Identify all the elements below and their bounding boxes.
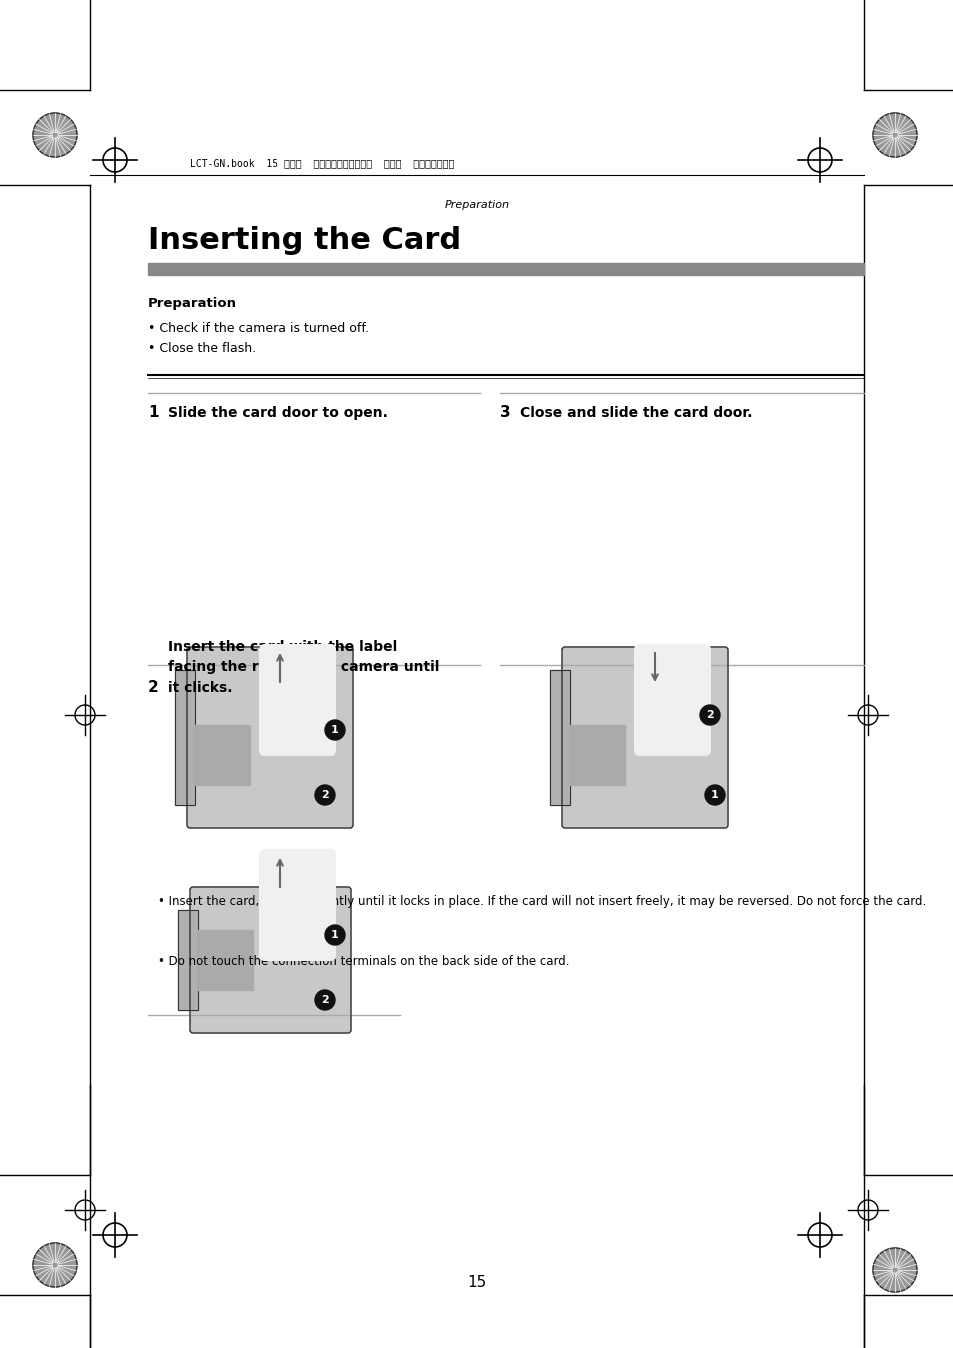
Text: Preparation: Preparation bbox=[148, 297, 236, 310]
Text: • Do not touch the connection terminals on the back side of the card.: • Do not touch the connection terminals … bbox=[158, 954, 569, 968]
Bar bbox=[550, 670, 569, 805]
Text: 1: 1 bbox=[331, 930, 338, 940]
Circle shape bbox=[33, 1243, 77, 1287]
Bar bbox=[194, 725, 250, 785]
Text: 3: 3 bbox=[499, 404, 510, 421]
FancyBboxPatch shape bbox=[561, 647, 727, 828]
Text: Slide the card door to open.: Slide the card door to open. bbox=[168, 406, 388, 421]
FancyBboxPatch shape bbox=[190, 887, 351, 1033]
Text: • Close the flash.: • Close the flash. bbox=[148, 342, 255, 355]
FancyBboxPatch shape bbox=[260, 644, 335, 755]
Text: 15: 15 bbox=[467, 1275, 486, 1290]
Bar bbox=[174, 670, 194, 805]
Text: 2: 2 bbox=[321, 790, 329, 799]
Circle shape bbox=[704, 785, 724, 805]
Text: Preparation: Preparation bbox=[444, 200, 509, 210]
Text: 1: 1 bbox=[331, 725, 338, 735]
Circle shape bbox=[872, 113, 916, 156]
FancyBboxPatch shape bbox=[187, 647, 353, 828]
Circle shape bbox=[314, 785, 335, 805]
Circle shape bbox=[314, 989, 335, 1010]
Text: 2: 2 bbox=[705, 710, 713, 720]
Bar bbox=[198, 930, 253, 989]
Text: LCT-GN.book  15 ページ  ２００４年１月２９日  木曜日  午前９時１５分: LCT-GN.book 15 ページ ２００４年１月２９日 木曜日 午前９時１５… bbox=[190, 158, 454, 168]
Text: • Insert the card, pressing gently until it locks in place. If the card will not: • Insert the card, pressing gently until… bbox=[158, 895, 925, 909]
Text: • Check if the camera is turned off.: • Check if the camera is turned off. bbox=[148, 322, 369, 336]
Bar bbox=[178, 910, 198, 1010]
Circle shape bbox=[872, 1248, 916, 1291]
Bar bbox=[569, 725, 624, 785]
Bar bbox=[148, 263, 863, 275]
Bar bbox=[178, 910, 198, 1010]
Text: Insert the card with the label
facing the rear of the camera until
it clicks.: Insert the card with the label facing th… bbox=[168, 640, 439, 696]
Circle shape bbox=[700, 705, 720, 725]
Text: Inserting the Card: Inserting the Card bbox=[148, 226, 460, 255]
Bar bbox=[550, 670, 569, 805]
Circle shape bbox=[325, 720, 345, 740]
Text: 1: 1 bbox=[710, 790, 719, 799]
Text: 2: 2 bbox=[148, 679, 158, 696]
Text: 2: 2 bbox=[321, 995, 329, 1006]
Text: 1: 1 bbox=[148, 404, 158, 421]
FancyBboxPatch shape bbox=[260, 851, 335, 960]
Circle shape bbox=[325, 925, 345, 945]
Circle shape bbox=[33, 113, 77, 156]
FancyBboxPatch shape bbox=[635, 644, 709, 755]
Text: Close and slide the card door.: Close and slide the card door. bbox=[519, 406, 752, 421]
Bar bbox=[174, 670, 194, 805]
